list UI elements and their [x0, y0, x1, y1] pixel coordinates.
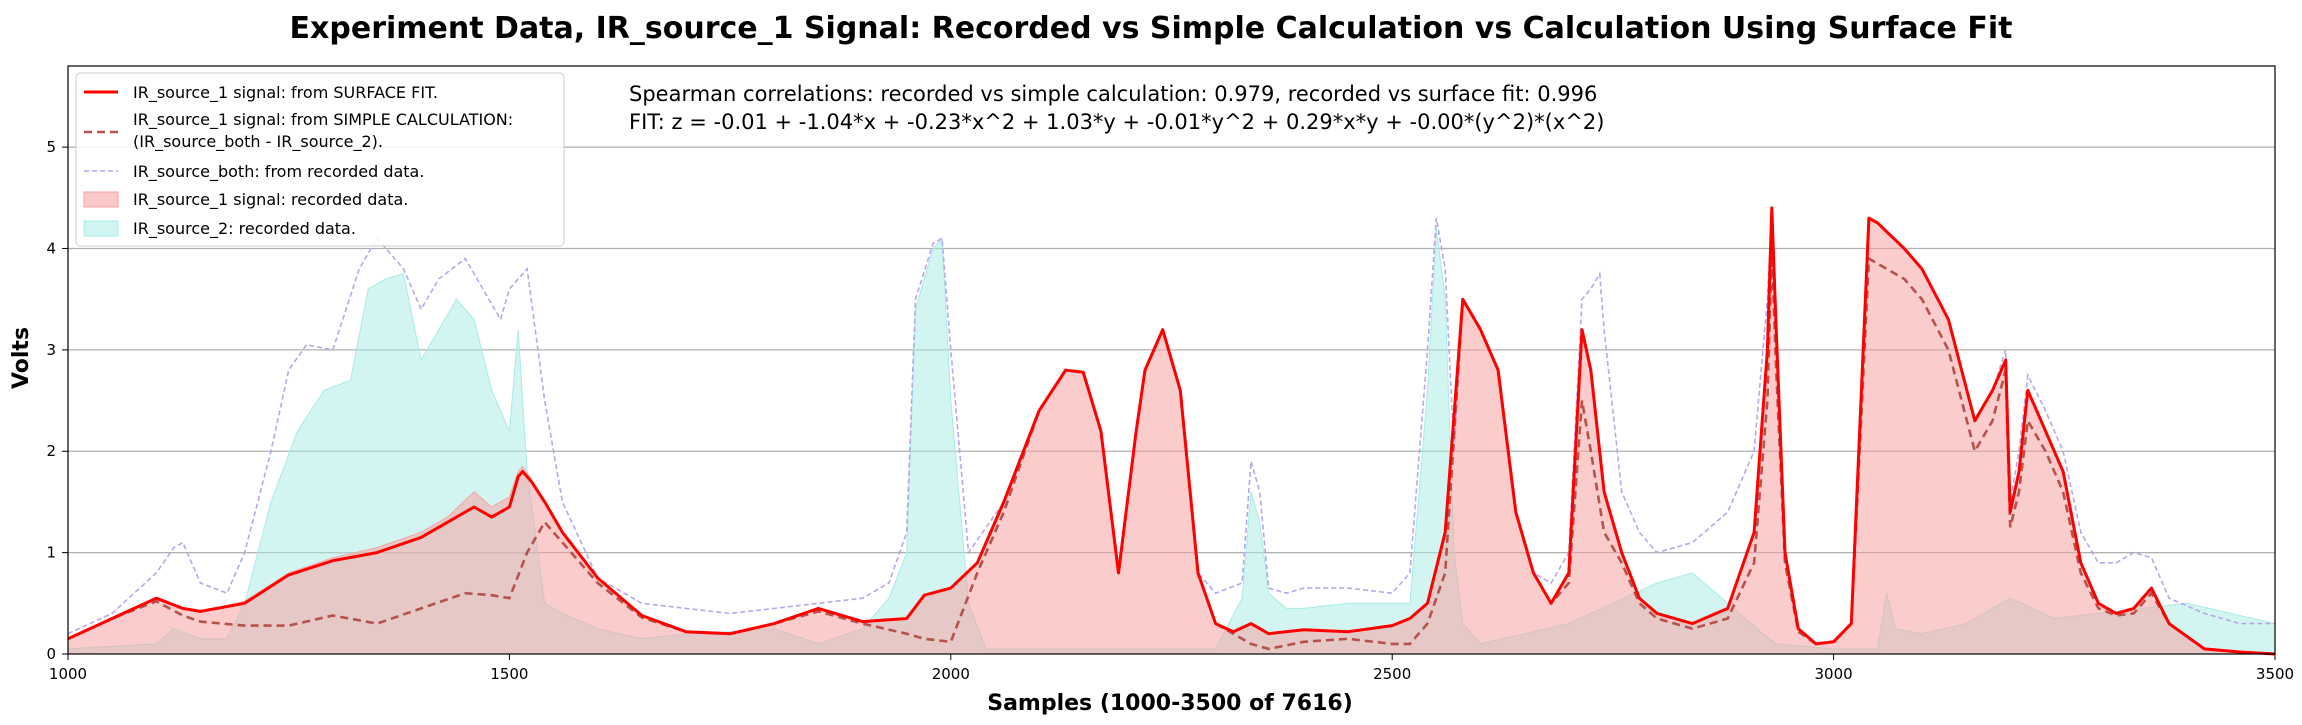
y-tick-label: 4 [46, 239, 56, 257]
line-series [67, 206, 2276, 656]
x-tick-label: 1500 [490, 665, 528, 683]
line-surface-fit [67, 206, 2276, 656]
x-tick-label: 1000 [49, 665, 87, 683]
y-tick-label: 0 [46, 645, 56, 663]
legend-box [75, 72, 565, 247]
legend-swatch-source1-recorded [83, 191, 119, 208]
legend-label-source2-recorded: IR_source_2: recorded data. [133, 219, 356, 239]
line-simple-calculation [67, 248, 2276, 656]
legend-label-simple-calc-line2: (IR_source_both - IR_source_2). [133, 132, 383, 152]
y-tick-label: 5 [46, 138, 56, 156]
y-tick-label: 2 [46, 442, 56, 460]
legend-label-surface-fit: IR_source_1 signal: from SURFACE FIT. [133, 83, 438, 103]
plot-frame [67, 65, 2276, 655]
legend-swatch-source2-recorded [83, 220, 119, 237]
legend: IR_source_1 signal: from SURFACE FIT. IR… [75, 72, 565, 247]
x-tick-label: 3000 [1815, 665, 1853, 683]
x-tick-label: 3500 [2256, 665, 2294, 683]
fit-equation-annotation: FIT: z = -0.01 + -1.04*x + -0.23*x^2 + 1… [629, 110, 1604, 134]
x-tick-label: 2000 [932, 665, 970, 683]
y-axis-title: Volts [9, 327, 34, 389]
chart-title: Experiment Data, IR_source_1 Signal: Rec… [290, 11, 2013, 46]
legend-label-simple-calc-line1: IR_source_1 signal: from SIMPLE CALCULAT… [133, 110, 513, 130]
legend-label-simple-calc: IR_source_1 signal: from SIMPLE CALCULAT… [133, 110, 518, 152]
x-tick-label: 2500 [1373, 665, 1411, 683]
legend-label-source1-recorded: IR_source_1 signal: recorded data. [133, 190, 408, 210]
legend-label-source-both: IR_source_both: from recorded data. [133, 162, 424, 182]
axis-ticks: 0 1 2 3 4 5 1000 1500 2000 2500 3000 3500 [46, 138, 2294, 683]
spearman-annotation: Spearman correlations: recorded vs simpl… [629, 82, 1597, 106]
x-axis-title: Samples (1000-3500 of 7616) [987, 691, 1353, 716]
y-tick-label: 1 [46, 544, 56, 562]
y-tick-label: 3 [46, 341, 56, 359]
